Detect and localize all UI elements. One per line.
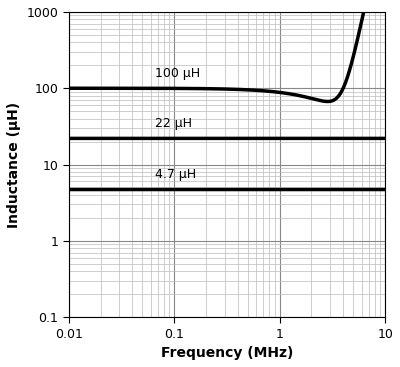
Text: 100 μH: 100 μH [154,66,200,80]
Text: 4.7 μH: 4.7 μH [154,168,196,181]
Y-axis label: Inductance (μH): Inductance (μH) [7,101,21,228]
Text: 22 μH: 22 μH [154,117,192,130]
X-axis label: Frequency (MHz): Frequency (MHz) [161,346,293,360]
